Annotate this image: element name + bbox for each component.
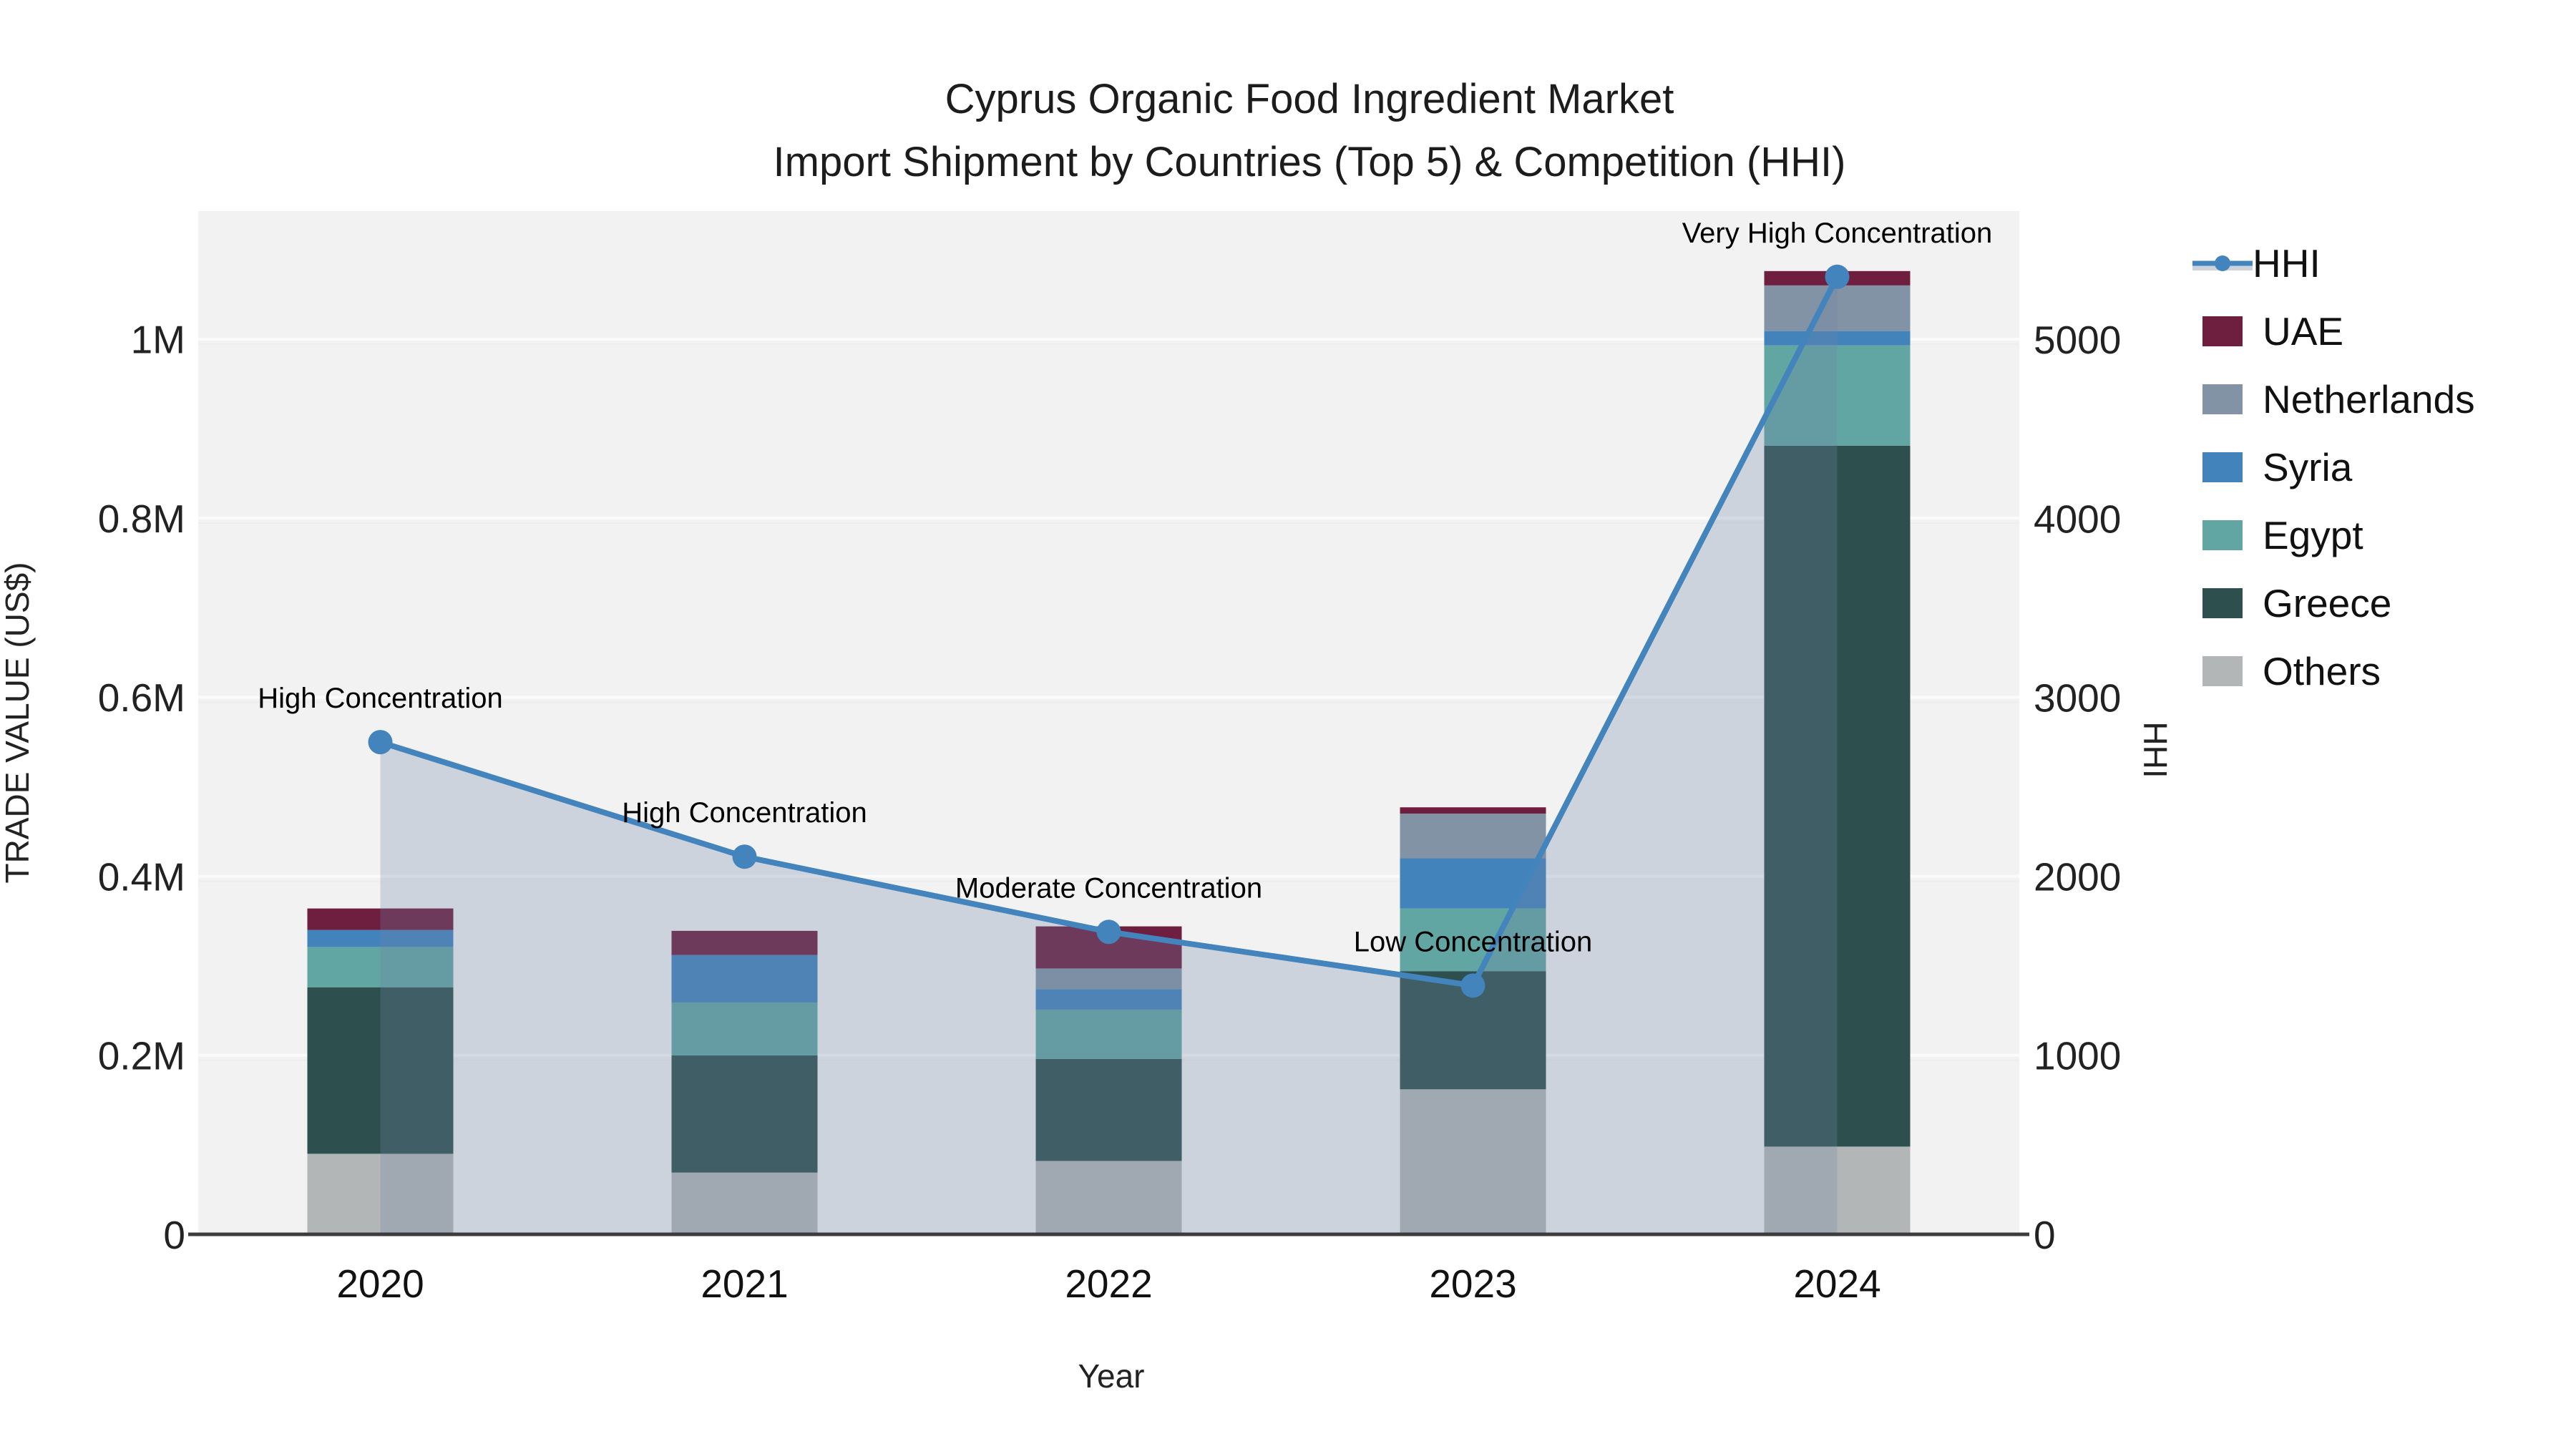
annotation-2021: High Concentration: [622, 797, 867, 829]
bar-segment-egypt-2020: [307, 947, 454, 987]
hhi-marker-2024: [1825, 264, 1850, 289]
x-tick-label-2021: 2021: [701, 1262, 788, 1306]
chart-title-line-1: Cyprus Organic Food Ingredient Market: [945, 76, 1674, 122]
bar-segment-greece-2020: [307, 987, 454, 1154]
legend-label-netherlands: Netherlands: [2263, 376, 2475, 421]
legend-swatch-syria: [2202, 452, 2243, 482]
bar-segment-others-2024: [1764, 1146, 1911, 1234]
legend: HHI UAE Netherlands Syria Egypt Greece Others: [2192, 229, 2475, 705]
annotation-2024: Very High Concentration: [1682, 218, 1993, 249]
x-tick-label-2024: 2024: [1793, 1262, 1880, 1306]
y-left-tick-label-0.4M: 0.4M: [98, 854, 185, 899]
legend-swatch-egypt: [2202, 519, 2243, 550]
bar-segment-syria-2023: [1400, 858, 1546, 909]
bar-segment-syria-2022: [1035, 989, 1182, 1010]
y-left-tick-label-0.6M: 0.6M: [98, 675, 185, 720]
legend-swatch-netherlands: [2202, 384, 2243, 414]
x-tick-label-2023: 2023: [1429, 1262, 1516, 1306]
annotation-2022: Moderate Concentration: [955, 872, 1262, 904]
annotation-2020: High Concentration: [258, 683, 502, 714]
bar-segment-uae-2023: [1400, 807, 1546, 814]
legend-label-syria: Syria: [2263, 444, 2353, 489]
legend-label-hhi: HHI: [2253, 240, 2321, 286]
bar-segment-greece-2024: [1764, 445, 1911, 1147]
bar-segment-others-2022: [1035, 1161, 1182, 1234]
hhi-marker-2022: [1096, 919, 1121, 945]
bar-segment-egypt-2024: [1764, 345, 1911, 446]
hhi-marker-2020: [368, 730, 393, 755]
legend-item-others[interactable]: Others: [2202, 637, 2475, 705]
bar-segment-greece-2021: [671, 1055, 818, 1173]
bar-segment-syria-2021: [671, 955, 818, 1002]
legend-item-hhi[interactable]: HHI: [2192, 229, 2475, 297]
bar-segment-others-2020: [307, 1153, 454, 1234]
chart-title: Cyprus Organic Food Ingredient Market Im…: [0, 69, 2576, 195]
hhi-legend-icon: [2192, 248, 2253, 278]
y-right-tick-label-1000: 1000: [2034, 1034, 2121, 1078]
legend-item-uae[interactable]: UAE: [2202, 297, 2475, 365]
legend-swatch-greece: [2202, 587, 2243, 618]
y-right-tick-label-0: 0: [2034, 1213, 2056, 1257]
bar-segment-egypt-2023: [1400, 908, 1546, 972]
hhi-marker-2023: [1460, 973, 1485, 998]
bar-segment-uae-2020: [307, 908, 454, 930]
legend-item-greece[interactable]: Greece: [2202, 569, 2475, 637]
bar-segment-egypt-2021: [671, 1002, 818, 1055]
legend-item-egypt[interactable]: Egypt: [2202, 501, 2475, 569]
legend-label-egypt: Egypt: [2263, 512, 2363, 557]
y-left-tick-label-0: 0: [163, 1213, 185, 1257]
legend-label-uae: UAE: [2263, 308, 2344, 353]
legend-item-syria[interactable]: Syria: [2202, 433, 2475, 501]
y-axis-title-left: TRADE VALUE (US$): [0, 562, 36, 884]
y-left-tick-label-1M: 1M: [131, 318, 185, 362]
legend-swatch-others: [2202, 655, 2243, 686]
legend-label-greece: Greece: [2263, 580, 2392, 625]
chart-title-line-2: Import Shipment by Countries (Top 5) & C…: [773, 139, 1846, 185]
y-right-tick-label-2000: 2000: [2034, 855, 2121, 899]
y-left-tick-label-0.2M: 0.2M: [98, 1034, 185, 1078]
x-axis-title: Year: [1078, 1357, 1145, 1395]
y-left-tick-label-0.8M: 0.8M: [98, 497, 185, 541]
x-tick-label-2020: 2020: [336, 1262, 424, 1306]
y-axis-title-right: HHI: [2137, 721, 2174, 779]
bar-segment-netherlands-2022: [1035, 968, 1182, 990]
annotation-2023: Low Concentration: [1354, 926, 1593, 957]
bar-segment-others-2021: [671, 1172, 818, 1234]
legend-label-others: Others: [2263, 648, 2381, 693]
hhi-marker-2021: [732, 844, 757, 869]
y-right-tick-label-4000: 4000: [2034, 497, 2121, 541]
bar-segment-uae-2021: [671, 930, 818, 955]
x-tick-label-2022: 2022: [1065, 1262, 1152, 1306]
y-right-tick-label-5000: 5000: [2034, 318, 2121, 362]
bar-segment-greece-2022: [1035, 1058, 1182, 1161]
bar-segment-others-2023: [1400, 1089, 1546, 1234]
legend-swatch-uae: [2202, 316, 2243, 346]
bar-segment-netherlands-2023: [1400, 813, 1546, 859]
y-right-tick-label-3000: 3000: [2034, 675, 2121, 720]
bar-segment-netherlands-2024: [1764, 285, 1911, 331]
bar-segment-egypt-2022: [1035, 1009, 1182, 1059]
bar-segment-syria-2020: [307, 930, 454, 947]
legend-item-netherlands[interactable]: Netherlands: [2202, 365, 2475, 433]
